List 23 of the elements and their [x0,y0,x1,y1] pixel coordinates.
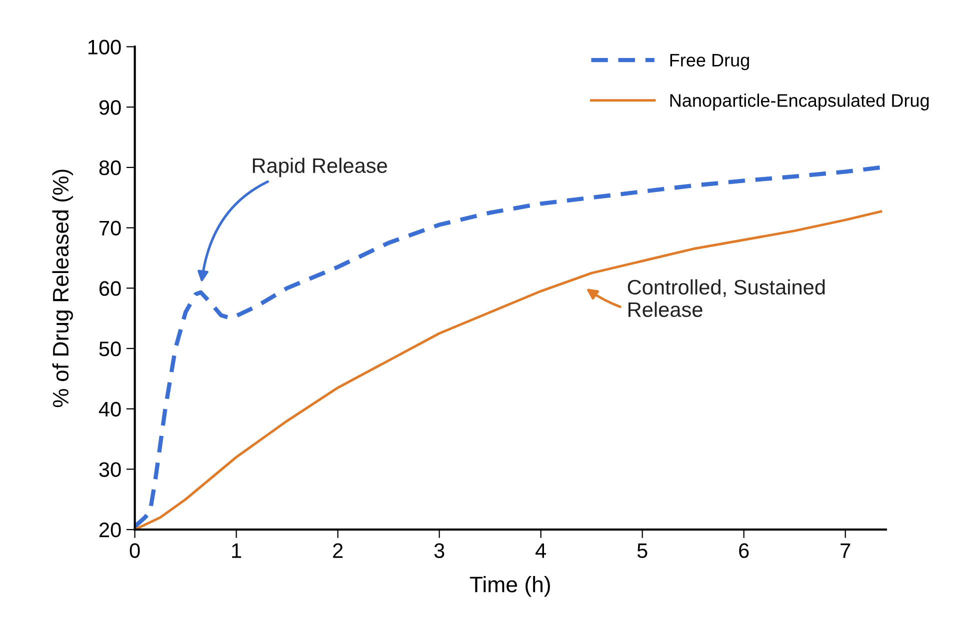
x-axis-title: Time (h) [470,576,550,597]
annotation: Controlled, Sustained Release [628,279,825,318]
x-tick-label: 7 [840,544,850,558]
x-tick-label: 2 [333,543,343,558]
y-tick-label: 60 [100,281,121,296]
legend-label: Free Drug [670,54,749,70]
x-tick-label: 5 [637,544,648,558]
y-tick-label: 30 [99,462,121,477]
legend-label: Nanoparticle-Encapsulated Drug [670,94,929,110]
y-axis-title: % of Drug Released (%) [52,170,73,408]
y-tick-label: 40 [98,402,121,417]
y-tick-label: 20 [100,522,121,538]
x-tick-label: 4 [536,544,546,558]
y-tick-label: 100 [88,40,121,54]
y-tick-label: 90 [99,100,121,115]
x-tick-label: 1 [232,544,242,558]
x-tick-label: 6 [739,543,749,558]
y-tick-label: 50 [99,341,121,356]
y-tick-label: 70 [100,220,121,236]
y-tick-label: 80 [99,160,121,176]
annotation: Rapid Release [252,158,387,178]
x-tick-label: 3 [434,543,444,558]
x-tick-label: 0 [130,543,140,558]
